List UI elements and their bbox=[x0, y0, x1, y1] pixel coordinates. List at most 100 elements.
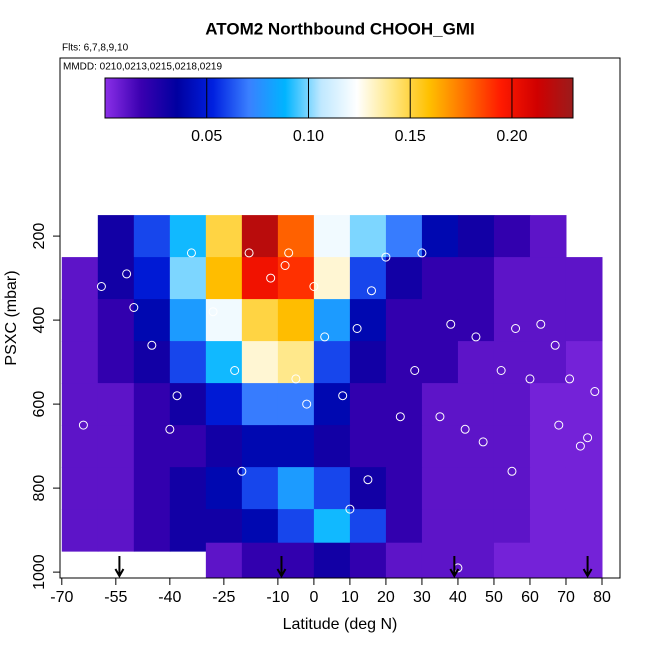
heat-cell bbox=[493, 425, 531, 468]
x-tick-label: 80 bbox=[593, 589, 611, 606]
observation-point bbox=[496, 366, 506, 376]
observation-point bbox=[309, 281, 319, 291]
observation-point bbox=[446, 319, 456, 329]
heat-cell bbox=[493, 542, 531, 578]
heat-cell bbox=[349, 383, 387, 426]
arrow bbox=[582, 556, 593, 579]
heat-cell bbox=[421, 215, 459, 258]
heat-cell bbox=[97, 425, 135, 468]
heat-cell bbox=[493, 299, 531, 342]
x-tick-label: 20 bbox=[377, 589, 395, 606]
observation-point bbox=[363, 475, 373, 485]
heat-cell bbox=[241, 467, 279, 510]
heat-cell bbox=[421, 257, 459, 300]
x-tick-label: -25 bbox=[212, 589, 235, 606]
observation-point bbox=[536, 319, 546, 329]
heat-cell bbox=[169, 257, 207, 300]
observation-point bbox=[320, 332, 330, 342]
observation-point bbox=[284, 248, 294, 258]
heat-cell bbox=[457, 215, 495, 258]
heat-cell bbox=[457, 341, 495, 384]
heat-cell bbox=[61, 341, 99, 384]
heat-cell bbox=[61, 425, 99, 468]
heat-cell bbox=[385, 299, 423, 342]
observation-point bbox=[395, 412, 405, 422]
heat-cell bbox=[97, 299, 135, 342]
heat-cell bbox=[205, 542, 243, 578]
heat-cell bbox=[349, 299, 387, 342]
arrow bbox=[114, 556, 125, 579]
heat-cell bbox=[313, 299, 351, 342]
heat-cell bbox=[565, 299, 603, 342]
heat-cell bbox=[313, 425, 351, 468]
x-tick-label: -40 bbox=[158, 589, 181, 606]
heat-cell bbox=[493, 215, 531, 258]
arrow bbox=[276, 556, 287, 579]
heat-cell bbox=[97, 341, 135, 384]
colorbar bbox=[104, 77, 574, 119]
colorbar-tick-label: 0.10 bbox=[293, 128, 324, 145]
heat-cell bbox=[313, 215, 351, 258]
chart-title: ATOM2 Northbound CHOOH_GMI bbox=[205, 19, 474, 38]
heat-cell bbox=[349, 425, 387, 468]
heat-cell bbox=[133, 425, 171, 468]
observation-point bbox=[367, 286, 377, 296]
x-tick-label: 50 bbox=[485, 589, 503, 606]
heat-cell bbox=[565, 467, 603, 510]
heat-cell bbox=[61, 467, 99, 510]
observation-point bbox=[554, 420, 564, 430]
heat-cell bbox=[421, 383, 459, 426]
heat-cell bbox=[529, 257, 567, 300]
y-tick-label: 600 bbox=[31, 391, 48, 418]
arrow bbox=[449, 556, 460, 579]
observation-point bbox=[172, 391, 182, 401]
heat-cell bbox=[565, 542, 603, 578]
observation-point bbox=[78, 420, 88, 430]
heat-cell bbox=[349, 341, 387, 384]
heat-cell bbox=[493, 257, 531, 300]
observation-point bbox=[345, 504, 355, 514]
heat-cell bbox=[241, 542, 279, 578]
heat-cell bbox=[169, 341, 207, 384]
heat-cell bbox=[97, 509, 135, 552]
heat-cell bbox=[205, 467, 243, 510]
x-axis-label: Latitude (deg N) bbox=[283, 616, 398, 633]
heat-cell bbox=[169, 383, 207, 426]
heat-cell bbox=[385, 467, 423, 510]
x-tick-label: 10 bbox=[341, 589, 359, 606]
observation-point bbox=[86, 239, 96, 249]
x-tick-label: 60 bbox=[521, 589, 539, 606]
subtitle: Flts: 6,7,8,9,10 bbox=[62, 43, 129, 54]
heat-cell bbox=[205, 383, 243, 426]
observation-point bbox=[471, 332, 481, 342]
heat-cell bbox=[61, 383, 99, 426]
heat-cell bbox=[241, 299, 279, 342]
heat-cell bbox=[133, 467, 171, 510]
heat-cell bbox=[421, 299, 459, 342]
heat-cell bbox=[61, 299, 99, 342]
heat-cell bbox=[457, 425, 495, 468]
heat-cell bbox=[529, 542, 567, 578]
heat-cell bbox=[385, 425, 423, 468]
heat-cell bbox=[493, 341, 531, 384]
observation-point bbox=[565, 374, 575, 384]
heat-cell bbox=[529, 425, 567, 468]
heat-cell bbox=[529, 299, 567, 342]
heat-cell bbox=[313, 341, 351, 384]
observation-point bbox=[147, 340, 157, 350]
heat-cell bbox=[205, 299, 243, 342]
observation-point bbox=[417, 248, 427, 258]
y-tick-label: 200 bbox=[31, 223, 48, 250]
observation-point bbox=[410, 366, 420, 376]
plot-frame bbox=[59, 57, 621, 579]
observation-point bbox=[129, 302, 139, 312]
heat-cell bbox=[169, 299, 207, 342]
x-tick-label: 40 bbox=[449, 589, 467, 606]
observation-point bbox=[550, 340, 560, 350]
heat-cell bbox=[565, 257, 603, 300]
heat-cell bbox=[277, 467, 315, 510]
observation-point bbox=[280, 260, 290, 270]
heat-cell bbox=[133, 509, 171, 552]
observation-point bbox=[230, 366, 240, 376]
heat-cell bbox=[493, 383, 531, 426]
